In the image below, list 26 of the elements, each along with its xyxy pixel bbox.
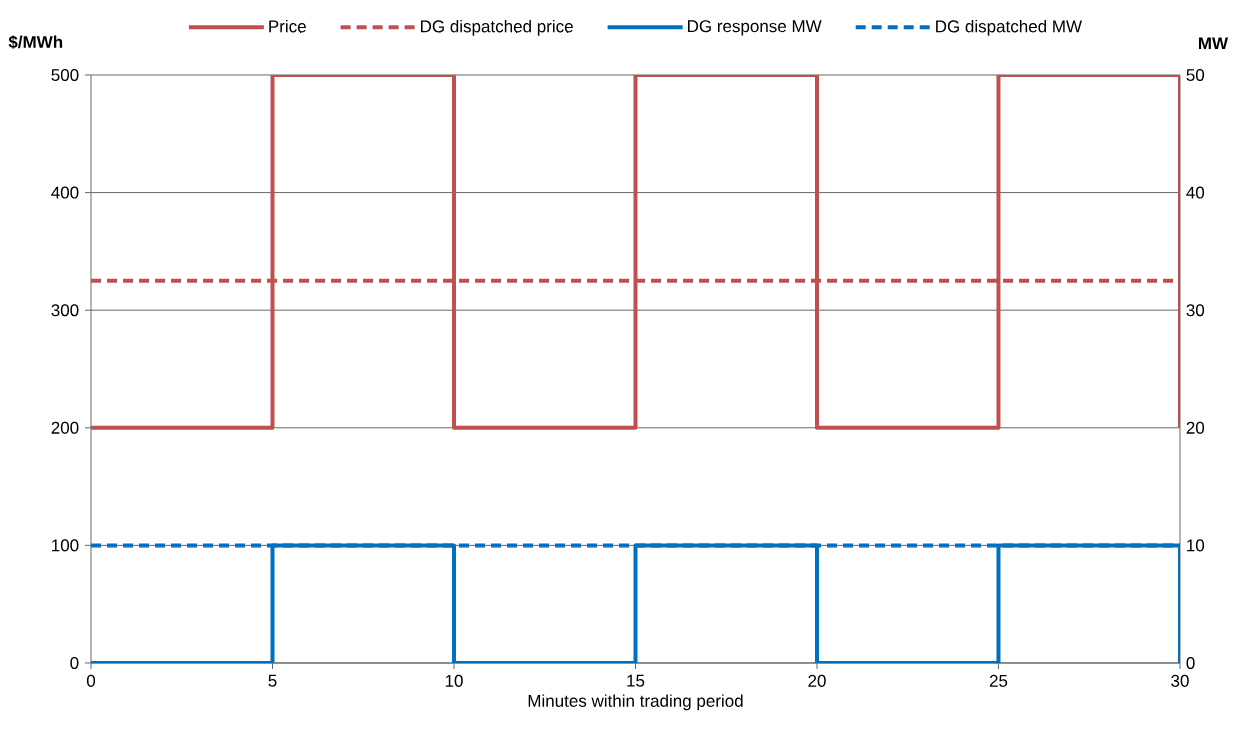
y-tick-label: 200 xyxy=(51,421,79,434)
y2-tick-label: 0 xyxy=(1186,656,1195,670)
y-tick-label: 400 xyxy=(51,186,79,199)
y2-tick-label: 10 xyxy=(1187,539,1205,552)
y-tick-label: 500 xyxy=(51,68,79,82)
y-tick-label: 300 xyxy=(51,304,79,317)
x-tick-label: 25 xyxy=(989,674,1008,687)
y2-tick-label: 40 xyxy=(1186,186,1205,199)
legend-label: DG dispatched price xyxy=(421,19,573,36)
x-tick-label: 20 xyxy=(808,674,826,687)
y2-tick-label: 50 xyxy=(1186,68,1205,82)
x-tick-label: 15 xyxy=(627,674,645,687)
y2-axis-title: MW xyxy=(1198,37,1229,50)
y2-tick-label: 20 xyxy=(1186,421,1205,434)
legend-label: Price xyxy=(269,19,306,33)
legend-label: DG dispatched MW xyxy=(936,19,1082,36)
y-tick-label: 0 xyxy=(70,656,79,670)
legend-label: DG response MW xyxy=(688,20,822,36)
y-tick-label: 100 xyxy=(52,539,79,552)
x-tick-label: 10 xyxy=(445,674,463,687)
x-axis-title: Minutes within trading period xyxy=(528,694,743,711)
x-tick-label: 5 xyxy=(268,674,277,687)
y-axis-title: $/MWh xyxy=(8,35,63,50)
x-tick-label: 30 xyxy=(1171,674,1189,687)
y2-tick-label: 30 xyxy=(1186,304,1205,317)
x-tick-label: 0 xyxy=(86,674,96,687)
